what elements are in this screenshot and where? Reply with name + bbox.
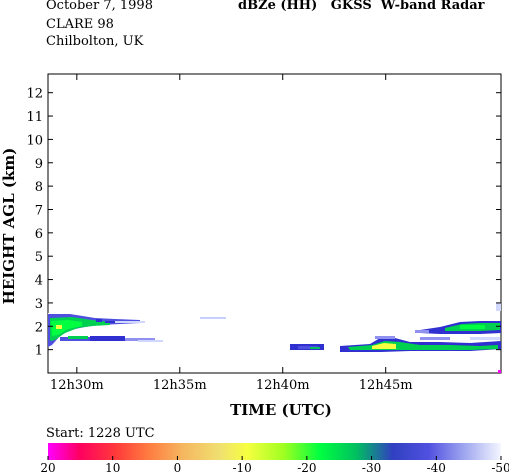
y-tick-label: 2	[35, 320, 43, 335]
colorbar	[48, 443, 501, 460]
echo-cell	[138, 340, 163, 342]
colorbar-tick-label: -40	[427, 461, 446, 475]
echo-region-1-inner	[51, 320, 82, 336]
x-tick-label: 12h45m	[359, 378, 413, 393]
echo-cell	[470, 337, 500, 340]
x-axis-label: TIME (UTC)	[230, 401, 332, 419]
colorbar-tick-label: -20	[297, 461, 316, 475]
x-tick-label: 12h30m	[50, 378, 104, 393]
x-tick-label: 12h35m	[153, 378, 207, 393]
echo-cell	[498, 370, 501, 373]
colorbar-tick-label: 20	[40, 461, 55, 475]
colorbar-ticks: 20 10 0 -10 -20 -30 -40 -50	[40, 456, 509, 475]
echo-cell	[90, 336, 125, 341]
x-tick-label: 12h40m	[256, 378, 310, 393]
echo-cell	[496, 303, 501, 311]
colorbar-tick-label: -10	[232, 461, 251, 475]
radar-echo-layer	[48, 303, 501, 373]
x-axis: 12h30m 12h35m 12h40m 12h45m	[50, 74, 413, 393]
echo-cell	[310, 347, 320, 349]
echo-cell	[125, 338, 155, 341]
y-tick-label: 12	[26, 87, 43, 102]
y-tick-label: 1	[35, 344, 43, 359]
start-time-label: Start: 1228 UTC	[46, 426, 155, 441]
date-label: October 7, 1998	[46, 0, 153, 13]
y-axis-label: HEIGHT AGL (km)	[0, 148, 18, 305]
y-tick-label: 8	[35, 180, 43, 195]
echo-region-2	[200, 317, 226, 319]
echo-cell	[115, 321, 145, 323]
y-tick-label: 6	[35, 227, 43, 242]
echo-cell	[460, 325, 485, 329]
echo-cell	[420, 337, 450, 340]
site-label: Chilbolton, UK	[46, 34, 144, 49]
campaign-label: CLARE 98	[46, 17, 114, 32]
colorbar-tick-label: 0	[174, 461, 182, 475]
chart-title: dBZe (HH) GKSS W-band Radar	[238, 0, 485, 13]
y-tick-label: 7	[35, 203, 43, 218]
y-tick-label: 4	[35, 274, 43, 289]
echo-cell	[375, 336, 395, 339]
echo-cell	[105, 321, 115, 323]
echo-cell	[48, 313, 138, 320]
echo-cell	[298, 346, 318, 349]
y-tick-label: 5	[35, 250, 43, 265]
y-tick-label: 3	[35, 297, 43, 312]
colorbar-tick-label: 10	[105, 461, 120, 475]
echo-region-4-inner	[372, 343, 396, 349]
colorbar-tick-label: -30	[362, 461, 381, 475]
echo-cell	[415, 330, 429, 333]
y-tick-label: 9	[35, 157, 43, 172]
colorbar-tick-label: -50	[491, 461, 509, 475]
y-tick-label: 11	[26, 110, 43, 125]
echo-cell	[96, 319, 102, 322]
echo-cell	[56, 325, 62, 329]
echo-cell	[68, 336, 88, 339]
y-tick-label: 10	[26, 133, 43, 148]
